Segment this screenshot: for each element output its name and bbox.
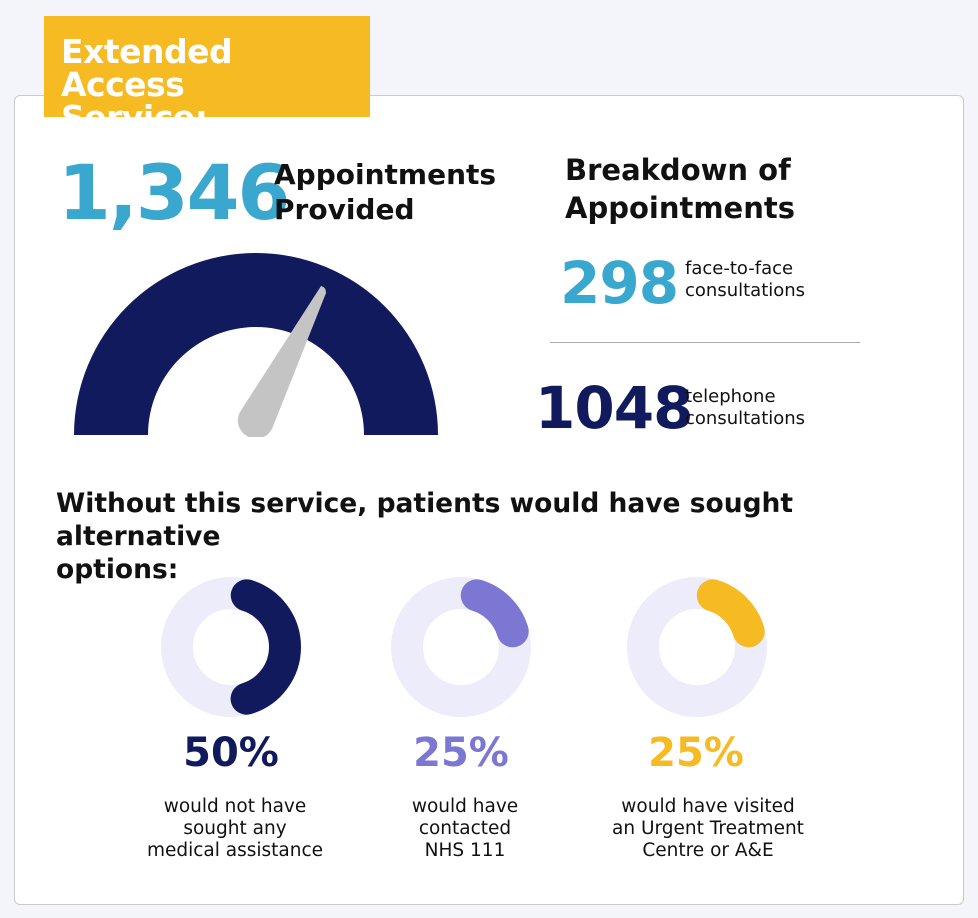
desc-no-assistance: would not have sought any medical assist…: [115, 796, 355, 862]
breakdown-title-line-1: Breakdown of: [565, 153, 791, 187]
desc-nhs-111: would have contacted NHS 111: [345, 796, 585, 862]
alternatives-heading-line-1: Without this service, patients would hav…: [56, 488, 794, 552]
donut-nhs-111: [391, 577, 531, 717]
alternatives-heading-line-2: options:: [56, 554, 179, 585]
face-to-face-label-line-2: consultations: [685, 280, 806, 301]
telephone-label-line-2: consultations: [685, 408, 806, 429]
donut-segment: [161, 577, 301, 717]
desc-line: would have visited: [621, 796, 795, 817]
alternatives-heading: Without this service, patients would hav…: [56, 487, 916, 586]
desc-line: medical assistance: [146, 840, 324, 861]
gauge-chart: [74, 253, 438, 437]
breakdown-title-line-2: Appointments: [565, 191, 795, 225]
page-title: Extended Access Service:: [61, 35, 361, 134]
breakdown-divider: [550, 342, 860, 343]
gauge-arc: [74, 253, 438, 435]
page-title-line-1: Extended Access: [61, 32, 233, 104]
total-appointments-label-line-1: Appointments: [274, 158, 497, 191]
donut-no-assistance: [161, 577, 301, 717]
desc-urgent-treatment: would have visited an Urgent Treatment C…: [588, 796, 828, 862]
desc-line: contacted: [418, 818, 512, 839]
percent-no-assistance: 50%: [183, 730, 279, 776]
donut-segment: [391, 577, 531, 717]
telephone-label-line-1: telephone: [685, 386, 776, 407]
header-banner: Extended Access Service:: [44, 16, 370, 134]
face-to-face-value: 298: [560, 249, 679, 317]
desc-line: Centre or A&E: [642, 840, 774, 861]
desc-line: an Urgent Treatment: [612, 818, 804, 839]
face-to-face-label: face-to-face consultations: [685, 258, 855, 302]
total-appointments-label-line-2: Provided: [274, 193, 415, 226]
desc-line: would not have: [163, 796, 307, 817]
desc-line: sought any: [183, 818, 287, 839]
gauge-needle: [237, 286, 326, 437]
telephone-label: telephone consultations: [685, 386, 855, 430]
page-title-line-2: Service:: [61, 98, 208, 137]
desc-line: would have: [411, 796, 519, 817]
donut-segment: [627, 577, 767, 717]
percent-nhs-111: 25%: [413, 730, 509, 776]
face-to-face-label-line-1: face-to-face: [685, 258, 794, 279]
desc-line: NHS 111: [424, 840, 506, 861]
breakdown-title: Breakdown of Appointments: [565, 151, 865, 227]
donut-urgent-treatment: [627, 577, 767, 717]
telephone-value: 1048: [535, 374, 693, 442]
content-card: [14, 95, 964, 905]
percent-urgent-treatment: 25%: [648, 730, 744, 776]
total-appointments-label: Appointments Provided: [274, 157, 514, 227]
total-appointments-value: 1,346: [58, 148, 290, 237]
